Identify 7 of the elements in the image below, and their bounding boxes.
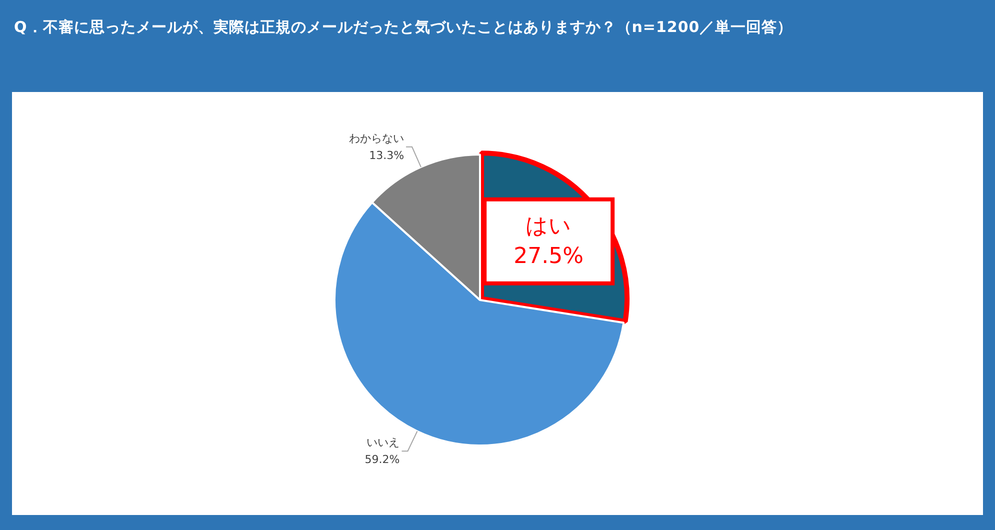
- slice-label: いいえ: [366, 436, 400, 449]
- data-label: 13.3%: [369, 148, 404, 162]
- slice-label: はい: [526, 214, 572, 240]
- slice-label: わからない: [349, 132, 404, 145]
- data-label: 27.5%: [514, 244, 584, 270]
- chart-title: Q．不審に思ったメールが、実際は正規のメールだったと気づいたことはありますか？（n=1200／単一回答）: [14, 18, 793, 37]
- data-label: 59.2%: [364, 452, 400, 466]
